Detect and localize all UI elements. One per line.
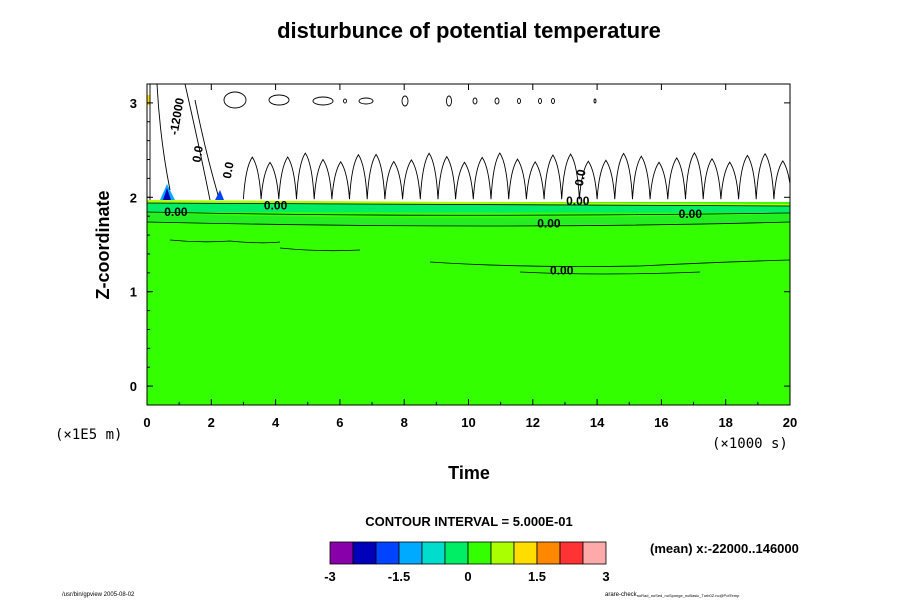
fill-background [147, 200, 790, 405]
contour-label: 0.0 [220, 160, 237, 179]
contour-interval: CONTOUR INTERVAL = 5.000E-01 [365, 514, 572, 529]
contour-spikes [242, 152, 790, 200]
x-tick-label: 18 [718, 415, 732, 430]
x-tick-label: 12 [526, 415, 540, 430]
contour-label: -12000 [167, 96, 187, 136]
x-ticks: 0 2 4 6 8 10 12 14 16 18 20 [143, 84, 797, 430]
colorbar-swatch [490, 541, 515, 565]
x-scale-label: (×1000 s) [712, 436, 788, 452]
colorbar-swatch [559, 541, 584, 565]
y-tick-label: 3 [130, 96, 137, 111]
fill-dip-small [215, 190, 224, 200]
contour-label: 0.0 [572, 168, 589, 187]
colorbar-swatch [329, 541, 354, 565]
x-tick-label: 16 [654, 415, 668, 430]
y-tick-label: 1 [130, 285, 137, 300]
footer-right: arare-checknoRad_noSed_noSponge_noBasic_… [605, 592, 740, 598]
colorbar-swatch [375, 541, 400, 565]
colorbar-tick-label: 3 [602, 569, 609, 584]
colorbar-swatch [582, 541, 607, 565]
x-tick-label: 0 [143, 415, 150, 430]
mean-note: (mean) x:-22000..146000 [650, 541, 799, 556]
x-axis-title: Time [448, 463, 490, 483]
contour-left-boundary [149, 84, 219, 201]
x-tick-label: 8 [401, 415, 408, 430]
colorbar-swatch [352, 541, 377, 565]
top-blobs [223, 91, 597, 109]
colorbar-swatch [421, 541, 446, 565]
fill-band-mid [147, 213, 790, 225]
footer-right-main: arare-check [605, 592, 638, 598]
x-tick-label: 2 [208, 415, 215, 430]
colorbar-swatch [398, 541, 423, 565]
contour-label: 0.00 [566, 194, 590, 208]
contour-label: 0.00 [679, 207, 703, 221]
footer-left: /usr/bin/gpview 2005-08-02 [62, 592, 135, 598]
x-tick-label: 14 [590, 415, 605, 430]
colorbar-swatch [467, 541, 492, 565]
colorbar-tick-label: 1.5 [528, 569, 546, 584]
contour-label: 0.00 [550, 264, 574, 278]
x-tick-label: 6 [336, 415, 343, 430]
colorbar-swatch [513, 541, 538, 565]
contour-label: 0.00 [264, 199, 288, 213]
plot-area: 0.00 0.000.000.000.00-120000.00.00.000.0 … [130, 83, 797, 430]
contour-label: 0.0 [189, 144, 206, 163]
x-tick-label: 4 [272, 415, 280, 430]
fill-dip-left-core [163, 188, 171, 200]
contour-label: 0.00 [537, 217, 561, 231]
colorbar: -3 -1.5 0 1.5 3 [324, 541, 610, 584]
x-tick-label: 10 [461, 415, 475, 430]
fill-band-boundary [147, 200, 790, 206]
x-tick-label: 20 [783, 415, 797, 430]
chart-title: disturbunce of potential temperature [277, 18, 661, 43]
y-tick-label: 2 [130, 190, 137, 205]
fill-upper-white [147, 84, 790, 202]
colorbar-swatch [536, 541, 561, 565]
y-tick-label: 0 [130, 379, 137, 394]
y-axis-title: Z-coordinate [93, 190, 113, 299]
footer-right-sub: noRad_noSed_noSponge_noBasic_Turb0Z.nc@P… [637, 593, 740, 598]
y-scale-label: (×1E5 m) [55, 427, 122, 443]
contour-lines [147, 202, 790, 275]
colorbar-tick-label: -3 [324, 569, 336, 584]
y-ticks: 0 1 2 3 [130, 96, 790, 406]
colorbar-tick-label: -1.5 [388, 569, 410, 584]
contour-label: 0.00 [164, 205, 188, 219]
colorbar-swatch [444, 541, 469, 565]
colorbar-tick-label: 0 [464, 569, 471, 584]
